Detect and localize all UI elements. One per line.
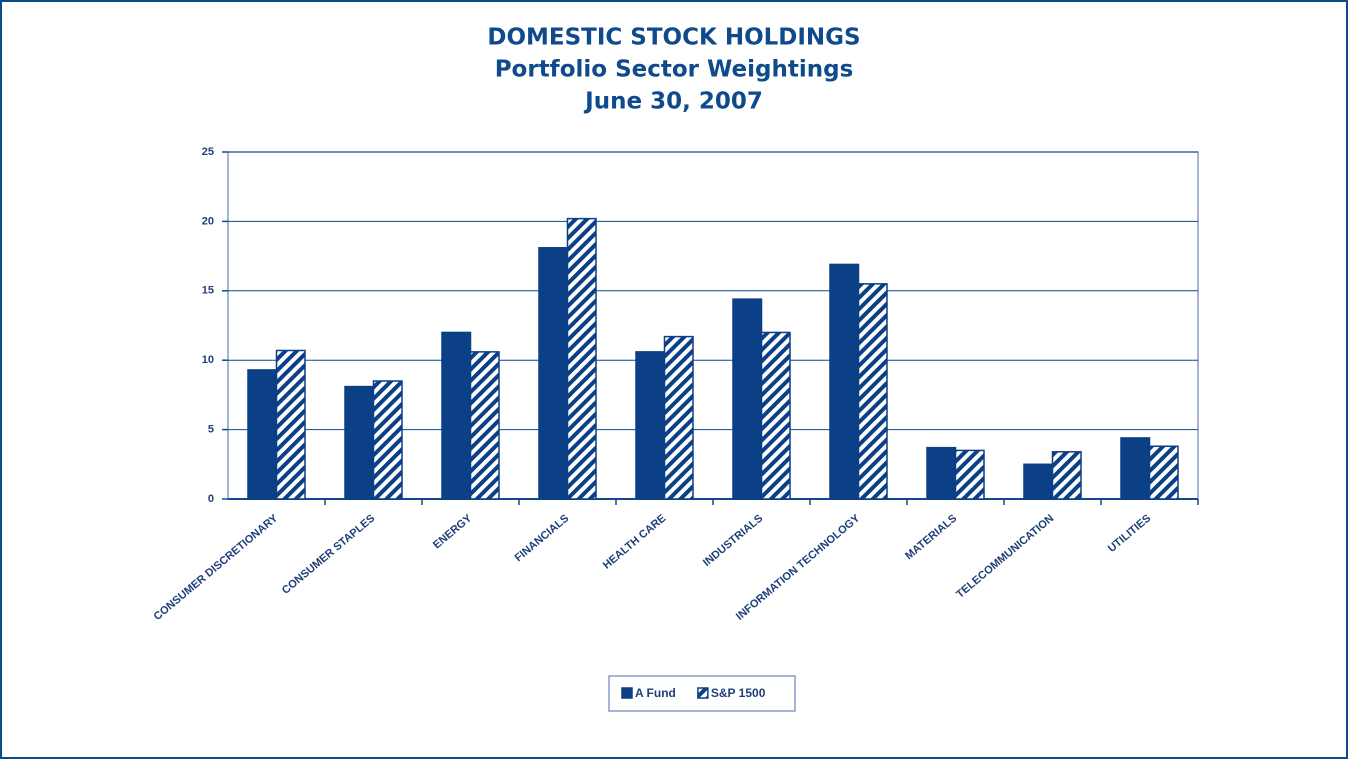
y-tick-label: 0 [208,493,214,505]
legend-swatch [621,687,633,699]
chart-subtitle: Portfolio Sector Weightings [495,57,854,83]
bar [538,247,569,500]
bar [663,335,694,500]
y-tick-label: 25 [202,146,214,158]
legend-label: S&P 1500 [711,686,766,700]
bar [275,349,306,500]
bar [732,298,763,500]
bar [829,263,860,500]
bar [760,331,791,500]
bar [1023,463,1054,500]
bar [566,217,597,500]
bar [857,283,888,500]
y-tick-label: 15 [202,285,214,297]
bar [1120,437,1151,500]
y-tick-label: 20 [202,215,214,227]
legend-label: A Fund [635,686,676,700]
chart-date: June 30, 2007 [583,89,763,115]
bar [1051,451,1082,500]
bar [344,385,375,500]
bar [954,449,985,500]
bar [372,380,403,500]
y-tick-label: 5 [208,424,214,436]
bar [1148,445,1179,500]
legend-swatch [697,687,709,699]
y-tick-label: 10 [202,354,214,366]
bar [926,446,957,500]
chart-title: DOMESTIC STOCK HOLDINGS [487,25,860,51]
bar [441,331,472,500]
bar [247,369,278,500]
bar [635,351,666,500]
bar [469,351,500,500]
